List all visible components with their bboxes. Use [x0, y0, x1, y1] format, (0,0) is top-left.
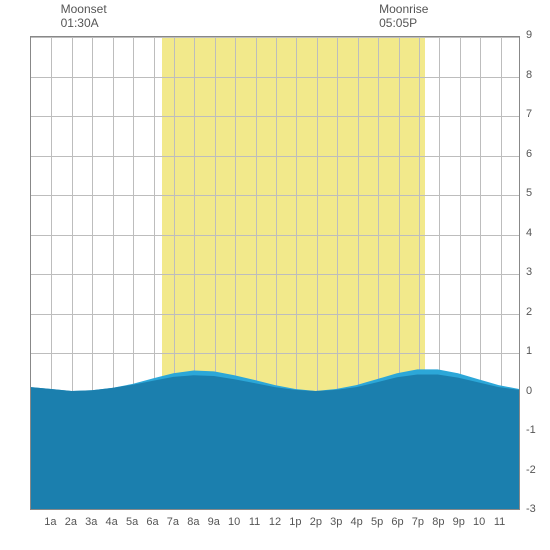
- x-tick-label: 4p: [351, 516, 363, 528]
- moon-event-time: 05:05P: [379, 16, 428, 30]
- x-tick-label: 9p: [453, 516, 465, 528]
- x-tick-label: 1a: [44, 516, 56, 528]
- x-tick-label: 6p: [391, 516, 403, 528]
- y-tick-label: -2: [526, 464, 536, 476]
- y-tick-label: 6: [526, 148, 532, 160]
- moon-event-label: Moonset01:30A: [61, 2, 107, 31]
- tide-chart: Moonset01:30A Moonrise05:05P 1a 2a 3a 4a 5a 6a…: [0, 0, 550, 550]
- x-tick-label: 1p: [289, 516, 301, 528]
- x-tick-label: 3a: [85, 516, 97, 528]
- moon-event-time: 01:30A: [61, 16, 107, 30]
- x-tick-label: 5p: [371, 516, 383, 528]
- x-tick-label: 10: [473, 516, 485, 528]
- x-tick-label: 5a: [126, 516, 138, 528]
- x-tick-label: 10: [228, 516, 240, 528]
- x-tick-label: 8a: [187, 516, 199, 528]
- x-tick-label: 11: [249, 516, 260, 528]
- x-tick-label: 3p: [330, 516, 342, 528]
- x-tick-label: 4a: [106, 516, 118, 528]
- x-tick-label: 8p: [432, 516, 444, 528]
- x-tick-label: 9a: [208, 516, 220, 528]
- x-tick-label: 11: [494, 516, 505, 528]
- x-tick-label: 2a: [65, 516, 77, 528]
- y-tick-label: 9: [526, 29, 532, 41]
- y-tick-label: -1: [526, 424, 536, 436]
- y-tick-label: 3: [526, 266, 532, 278]
- y-tick-label: 0: [526, 385, 532, 397]
- y-tick-label: 2: [526, 306, 532, 318]
- x-tick-label: 12: [269, 516, 281, 528]
- y-tick-label: 1: [526, 345, 532, 357]
- y-tick-label: 4: [526, 227, 532, 239]
- tide-area: [31, 37, 519, 509]
- x-tick-label: 6a: [146, 516, 158, 528]
- moon-event-title: Moonset: [61, 2, 107, 16]
- x-tick-label: 7a: [167, 516, 179, 528]
- tide-area-dark: [31, 374, 519, 509]
- x-tick-label: 2p: [310, 516, 322, 528]
- moon-event-label: Moonrise05:05P: [379, 2, 428, 31]
- y-tick-label: 7: [526, 108, 532, 120]
- x-tick-label: 7p: [412, 516, 424, 528]
- y-tick-label: 5: [526, 187, 532, 199]
- moon-event-title: Moonrise: [379, 2, 428, 16]
- y-tick-label: 8: [526, 69, 532, 81]
- y-tick-label: -3: [526, 503, 536, 515]
- plot-area: [30, 36, 520, 510]
